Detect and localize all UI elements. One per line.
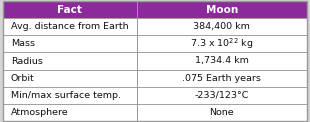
Bar [137,87,307,104]
Bar [3,70,137,87]
Text: Mass: Mass [11,39,35,48]
Text: Moon: Moon [206,5,238,15]
Bar [3,87,137,104]
Bar [3,35,137,52]
Bar [3,52,137,70]
Bar [3,104,137,121]
Text: 7.3 x 10$^{22}$ kg: 7.3 x 10$^{22}$ kg [190,37,254,51]
Bar [137,35,307,52]
Text: Atmosphere: Atmosphere [11,108,69,117]
Text: Orbit: Orbit [11,74,35,83]
Text: -233/123°C: -233/123°C [195,91,249,100]
Bar [137,70,307,87]
Bar [137,1,307,18]
Bar [137,18,307,35]
Text: 384,400 km: 384,400 km [193,22,250,31]
Text: Radius: Radius [11,56,43,66]
Text: Fact: Fact [57,5,82,15]
Text: Min/max surface temp.: Min/max surface temp. [11,91,121,100]
Text: None: None [210,108,234,117]
Text: .075 Earth years: .075 Earth years [182,74,261,83]
Bar [137,104,307,121]
Bar [3,18,137,35]
Bar [3,1,137,18]
Text: 1,734.4 km: 1,734.4 km [195,56,249,66]
Bar [137,52,307,70]
Text: Avg. distance from Earth: Avg. distance from Earth [11,22,128,31]
